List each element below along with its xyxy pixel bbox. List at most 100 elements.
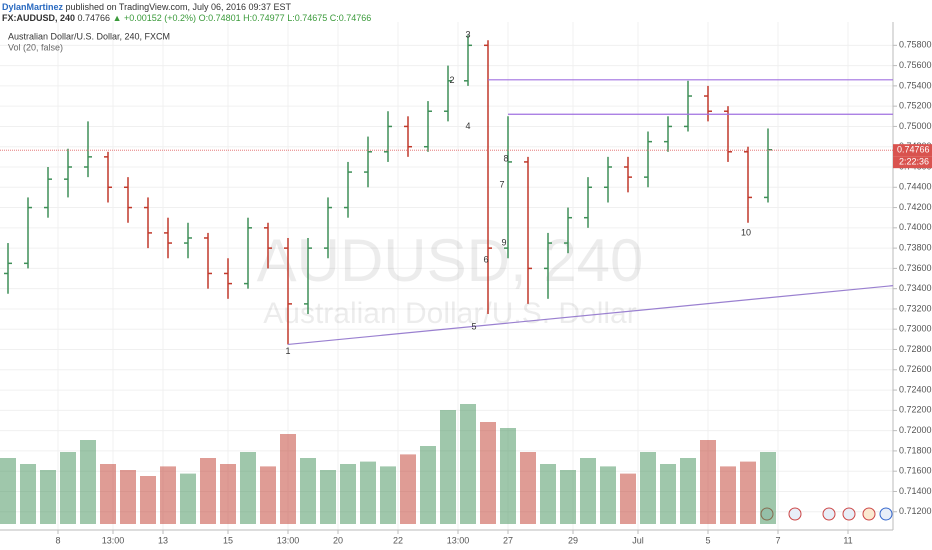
- event-icon: [879, 507, 893, 521]
- ohlc-bar: [384, 111, 392, 162]
- volume-bar: [440, 410, 456, 524]
- y-tick-label: 0.71800: [899, 445, 932, 455]
- volume-bar: [340, 464, 356, 524]
- ohlc-bar: [204, 232, 212, 289]
- wave-label: 9: [501, 237, 506, 247]
- volume-bar: [740, 461, 756, 524]
- wave-label: 6: [483, 255, 488, 265]
- y-tick-label: 0.73800: [899, 242, 932, 252]
- volume-bar: [540, 464, 556, 524]
- volume-bar: [460, 404, 476, 524]
- ohlc-bar: [444, 65, 452, 122]
- chart-title: Australian Dollar/U.S. Dollar, 240, FXCM: [8, 31, 170, 41]
- x-tick-label: 29: [568, 535, 578, 545]
- high: H:0.74977: [243, 13, 285, 23]
- volume-bar: [620, 473, 636, 524]
- volume-bar: [400, 454, 416, 524]
- price: 0.74766: [77, 13, 111, 23]
- author[interactable]: DylanMartinez: [2, 2, 64, 12]
- ohlc-bar: [624, 156, 632, 193]
- volume-bar: [0, 458, 16, 524]
- wave-label: 5: [471, 322, 476, 332]
- y-tick-label: 0.73000: [899, 324, 932, 334]
- volume-bar: [380, 466, 396, 524]
- change: ▲ +0.00152 (+0.2%): [112, 13, 197, 23]
- last-price-label: 0.74766: [897, 145, 930, 155]
- open: O:0.74801: [198, 13, 241, 23]
- countdown-tag: [893, 156, 932, 169]
- volume-bar: [480, 422, 496, 524]
- wave-label: 2: [449, 75, 454, 85]
- x-tick-label: 13:00: [447, 535, 470, 545]
- watermark: AUDUSD, 240: [257, 227, 644, 294]
- ohlc-bar: [524, 156, 532, 304]
- ohlc-bar: [544, 232, 552, 299]
- ohlc-bar: [304, 237, 312, 315]
- ohlc-bar: [704, 85, 712, 122]
- last-price-tag: [893, 144, 932, 157]
- volume-bar: [180, 473, 196, 524]
- y-tick-label: 0.73400: [899, 283, 932, 293]
- volume-bar: [100, 464, 116, 524]
- ohlc-bar: [364, 136, 372, 188]
- wave-label: 1: [285, 346, 290, 356]
- ohlc-bar: [424, 101, 432, 152]
- x-tick-label: 8: [55, 535, 60, 545]
- y-tick-label: 0.75600: [899, 60, 932, 70]
- ohlc-bar: [184, 222, 192, 259]
- volume-bar: [760, 452, 776, 524]
- ohlc-bar: [24, 197, 32, 269]
- volume-bar: [240, 452, 256, 524]
- y-tick-label: 0.75000: [899, 121, 932, 131]
- event-icon: [822, 507, 836, 521]
- published: published on TradingView.com, July 06, 2…: [65, 2, 292, 12]
- y-tick-label: 0.74000: [899, 222, 932, 232]
- volume-bar: [140, 476, 156, 524]
- y-tick-label: 0.72200: [899, 405, 932, 415]
- y-tick-label: 0.75400: [899, 80, 932, 90]
- x-tick-label: 13:00: [102, 535, 125, 545]
- ohlc-bar: [44, 166, 52, 218]
- symbol-line: FX:AUDUSD, 240 0.74766 ▲ +0.00152 (+0.2%…: [2, 13, 371, 23]
- y-tick-label: 0.72000: [899, 425, 932, 435]
- symbol: FX:AUDUSD, 240: [2, 13, 76, 23]
- ohlc-bar: [464, 35, 472, 86]
- volume-bar: [680, 458, 696, 524]
- event-icon: [842, 507, 856, 521]
- ohlc-bar: [684, 80, 692, 132]
- y-tick-label: 0.73600: [899, 263, 932, 273]
- ohlc-bar: [164, 217, 172, 259]
- wave-label: 7: [499, 180, 504, 190]
- volume-bar: [420, 446, 436, 524]
- y-tick-label: 0.75200: [899, 101, 932, 111]
- x-tick-label: 15: [223, 535, 233, 545]
- y-tick-label: 0.73200: [899, 303, 932, 313]
- volume-bar: [160, 466, 176, 524]
- ohlc-bar: [504, 116, 512, 259]
- volume-label: Vol (20, false): [8, 42, 63, 52]
- x-tick-label: 5: [705, 535, 710, 545]
- ohlc-bar: [264, 222, 272, 269]
- volume-bar: [700, 440, 716, 524]
- ohlc-bar: [144, 197, 152, 249]
- ohlc-bar: [284, 237, 292, 345]
- y-tick-label: 0.72600: [899, 364, 932, 374]
- ohlc-bar: [744, 146, 752, 223]
- event-icon: [862, 507, 876, 521]
- volume-bar: [260, 466, 276, 524]
- y-tick-label: 0.71400: [899, 486, 932, 496]
- publish-line: DylanMartinez published on TradingView.c…: [2, 2, 291, 12]
- ohlc-bar: [324, 197, 332, 259]
- x-tick-label: 13:00: [277, 535, 300, 545]
- y-tick-label: 0.71600: [899, 466, 932, 476]
- ohlc-bar: [224, 258, 232, 299]
- x-tick-label: 22: [393, 535, 403, 545]
- volume-bar: [40, 470, 56, 524]
- volume-bar: [640, 452, 656, 524]
- close: C:0.74766: [329, 13, 372, 23]
- ohlc-bar: [124, 177, 132, 223]
- watermark-subtitle: Australian Dollar/U.S. Dollar: [263, 297, 636, 330]
- y-tick-label: 0.72400: [899, 384, 932, 394]
- y-tick-label: 0.74400: [899, 182, 932, 192]
